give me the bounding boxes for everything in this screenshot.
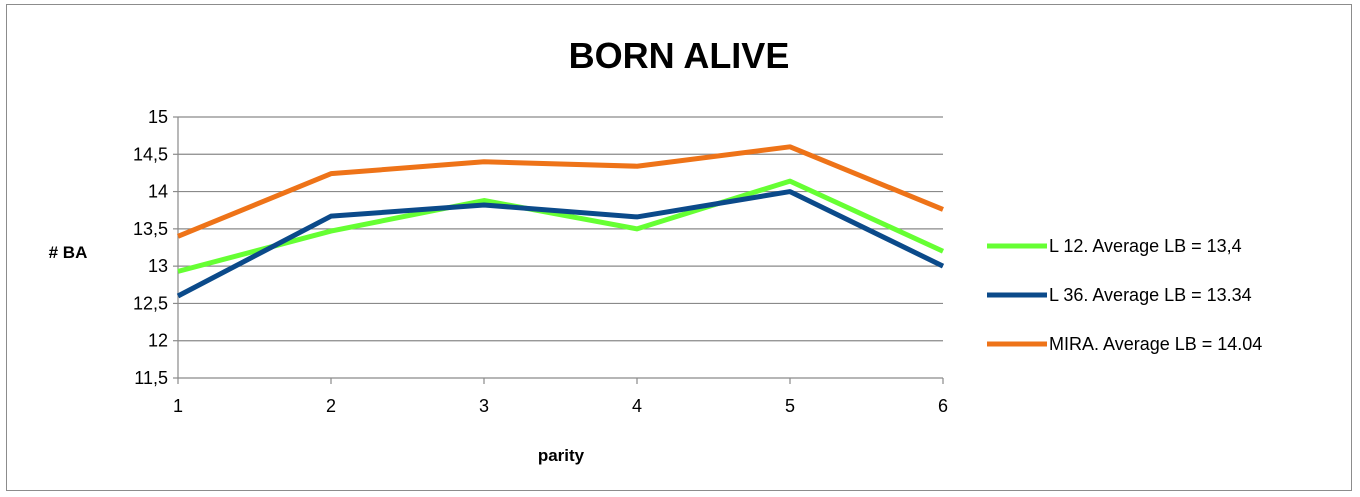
y-tick-label: 15 [148, 107, 168, 127]
y-tick-label: 13,5 [133, 219, 168, 239]
x-tick-labels: 1 2 3 4 5 6 [173, 396, 948, 416]
x-tick-label: 3 [479, 396, 489, 416]
y-tick-label: 12,5 [133, 293, 168, 313]
legend-label: L 36. Average LB = 13.34 [1049, 285, 1252, 305]
y-tick-label: 14 [148, 182, 168, 202]
x-tick-label: 2 [326, 396, 336, 416]
series-line-2 [176, 189, 945, 299]
series-line-3 [177, 144, 944, 239]
gridlines [178, 116, 943, 342]
chart-frame [6, 4, 1352, 491]
x-axis-title: parity [538, 446, 585, 465]
legend: L 12. Average LB = 13,4 L 36. Average LB … [987, 236, 1262, 354]
y-tick-label: 11,5 [134, 368, 168, 388]
y-tick-label: 12 [148, 331, 168, 351]
x-tick-label: 6 [938, 396, 948, 416]
chart-title: BORN ALIVE [569, 35, 790, 76]
y-tick-label: 13 [148, 256, 168, 276]
legend-label: L 12. Average LB = 13,4 [1049, 236, 1242, 256]
axes [173, 116, 944, 384]
legend-label: MIRA. Average LB = 14.04 [1049, 334, 1262, 354]
y-tick-labels: 11,5 12 12,5 13 13,5 14 14,5 15 [133, 107, 168, 388]
series-line-1 [177, 178, 945, 274]
series-lines [176, 144, 945, 299]
x-tick-label: 5 [785, 396, 795, 416]
y-axis-title: # BA [49, 243, 88, 262]
x-tick-label: 4 [632, 396, 642, 416]
y-tick-label: 14,5 [133, 144, 168, 164]
x-tick-label: 1 [173, 396, 183, 416]
